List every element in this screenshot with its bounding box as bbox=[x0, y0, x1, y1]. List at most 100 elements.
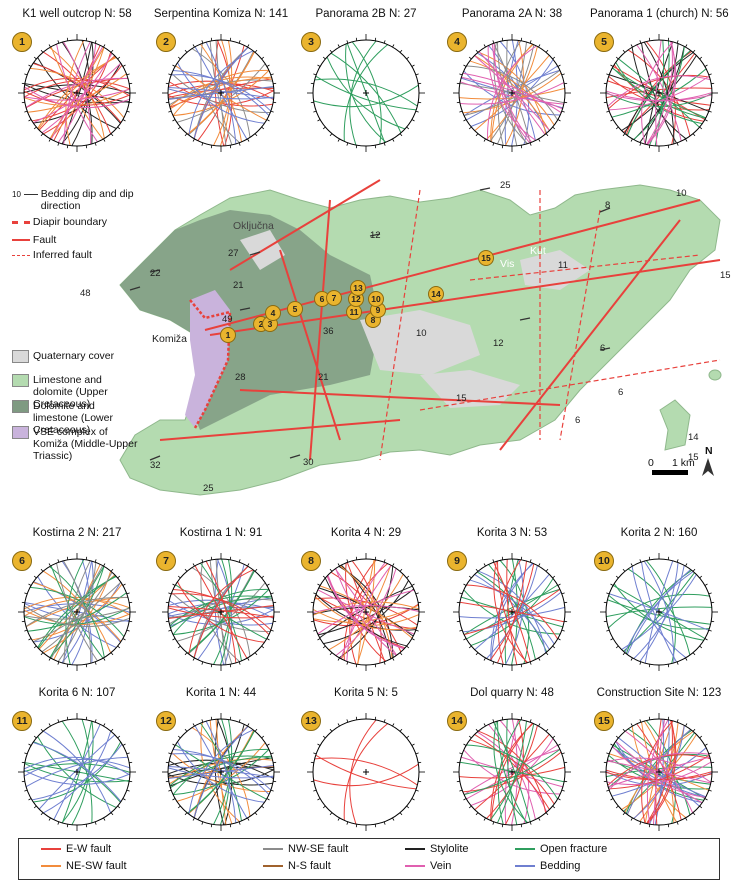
net-tick bbox=[229, 37, 232, 41]
stereonet-title: Korita 1 N: 44 bbox=[185, 687, 257, 699]
net-tick bbox=[520, 664, 523, 668]
net-tick bbox=[529, 559, 532, 563]
great-circle-nesw bbox=[313, 601, 419, 616]
dip-value: 25 bbox=[203, 483, 214, 494]
net-tick bbox=[520, 37, 523, 41]
net-tick bbox=[561, 110, 565, 113]
net-tick bbox=[459, 110, 463, 113]
unit-swatch-lower bbox=[12, 400, 29, 413]
stereonet-plot bbox=[453, 713, 571, 831]
stereonet-title: Panorama 2B N: 27 bbox=[315, 8, 417, 20]
north-label: N bbox=[705, 445, 713, 457]
net-center bbox=[218, 609, 224, 615]
great-circle-open bbox=[496, 721, 527, 824]
legend-swatch bbox=[263, 865, 283, 868]
net-tick bbox=[520, 716, 523, 720]
net-tick bbox=[210, 824, 213, 828]
net-tick bbox=[355, 664, 358, 668]
net-tick bbox=[622, 133, 626, 137]
net-tick bbox=[184, 49, 188, 53]
legend-label: Open fracture bbox=[540, 843, 608, 855]
great-circle-open bbox=[65, 559, 85, 665]
net-tick bbox=[685, 723, 688, 727]
net-tick bbox=[346, 821, 349, 825]
great-circle-ew bbox=[315, 754, 417, 790]
net-tick bbox=[564, 620, 568, 623]
net-tick bbox=[184, 728, 188, 732]
net-center bbox=[363, 609, 369, 615]
unit-label-quat: Quaternary cover bbox=[33, 350, 115, 362]
legend-bedding: 10 Bedding dip and dip direction bbox=[12, 188, 151, 212]
net-tick bbox=[57, 142, 60, 146]
stereonet-15: Construction Site N: 123 15 bbox=[590, 687, 728, 832]
great-circle-open bbox=[169, 755, 273, 787]
great-circle-open bbox=[611, 68, 707, 118]
net-tick bbox=[126, 629, 130, 632]
net-tick bbox=[201, 719, 204, 723]
net-tick bbox=[639, 559, 642, 563]
net-tick bbox=[406, 735, 410, 739]
stereonet-title: Serpentina Komiza N: 141 bbox=[153, 8, 289, 20]
net-tick bbox=[48, 138, 51, 142]
great-circle-open bbox=[313, 84, 419, 108]
net-tick bbox=[346, 719, 349, 723]
legend-inferred-label: Inferred fault bbox=[32, 249, 92, 261]
net-tick bbox=[48, 723, 51, 727]
net-tick bbox=[415, 789, 419, 792]
dip-value: 15 bbox=[688, 452, 699, 463]
net-tick bbox=[355, 145, 358, 149]
net-tick bbox=[317, 743, 321, 746]
great-circle-nesw bbox=[328, 573, 404, 651]
net-tick bbox=[85, 145, 88, 149]
net-tick bbox=[103, 563, 106, 567]
dip-value: 15 bbox=[456, 393, 467, 404]
net-tick bbox=[685, 44, 688, 48]
great-circle-nesw bbox=[50, 46, 104, 140]
net-tick bbox=[33, 575, 37, 579]
inferred-fault-lines bbox=[379, 189, 721, 461]
net-tick bbox=[610, 119, 614, 122]
net-tick bbox=[184, 812, 188, 816]
great-circle-open bbox=[187, 730, 255, 814]
stereonet-plot bbox=[453, 34, 571, 152]
net-tick bbox=[177, 805, 181, 809]
great-circle-nesw bbox=[169, 76, 273, 108]
net-tick bbox=[40, 812, 44, 816]
net-tick bbox=[247, 657, 250, 661]
net-tick bbox=[383, 142, 386, 146]
net-tick bbox=[492, 661, 495, 665]
dip-value: 11 bbox=[558, 260, 568, 271]
net-tick bbox=[24, 592, 28, 595]
net-tick bbox=[610, 64, 614, 67]
great-circle-ew bbox=[345, 562, 387, 662]
net-tick bbox=[177, 735, 181, 739]
net-tick bbox=[630, 563, 633, 567]
net-tick bbox=[201, 661, 204, 665]
net-tick bbox=[392, 138, 395, 142]
net-tick bbox=[103, 44, 106, 48]
great-circle-bedding bbox=[644, 560, 674, 664]
stereonet-4: Panorama 2A N: 38 4 bbox=[443, 8, 581, 153]
great-circle-nesw bbox=[25, 596, 128, 628]
lower-cretaceous-zone bbox=[120, 210, 380, 430]
net-tick bbox=[564, 601, 568, 604]
inferred-fault-icon bbox=[12, 254, 30, 256]
great-circle-vein bbox=[24, 88, 130, 101]
net-tick bbox=[492, 719, 495, 723]
legend-swatch bbox=[41, 865, 61, 868]
net-tick bbox=[66, 556, 69, 560]
great-circle-bedding bbox=[474, 573, 550, 651]
net-tick bbox=[557, 798, 561, 801]
legend-bedding-label: Bedding dip and dip direction bbox=[40, 188, 134, 212]
great-circle-bedding bbox=[470, 59, 554, 127]
net-tick bbox=[392, 723, 395, 727]
net-tick bbox=[103, 817, 106, 821]
great-circle-ew bbox=[463, 588, 561, 636]
great-circle-stylolite bbox=[24, 84, 130, 104]
net-tick bbox=[346, 40, 349, 44]
great-circle-open bbox=[627, 568, 691, 656]
legend-label: Bedding bbox=[540, 860, 581, 872]
great-circle-vein bbox=[56, 44, 98, 143]
great-circle-bedding bbox=[172, 69, 270, 116]
net-tick bbox=[355, 556, 358, 560]
